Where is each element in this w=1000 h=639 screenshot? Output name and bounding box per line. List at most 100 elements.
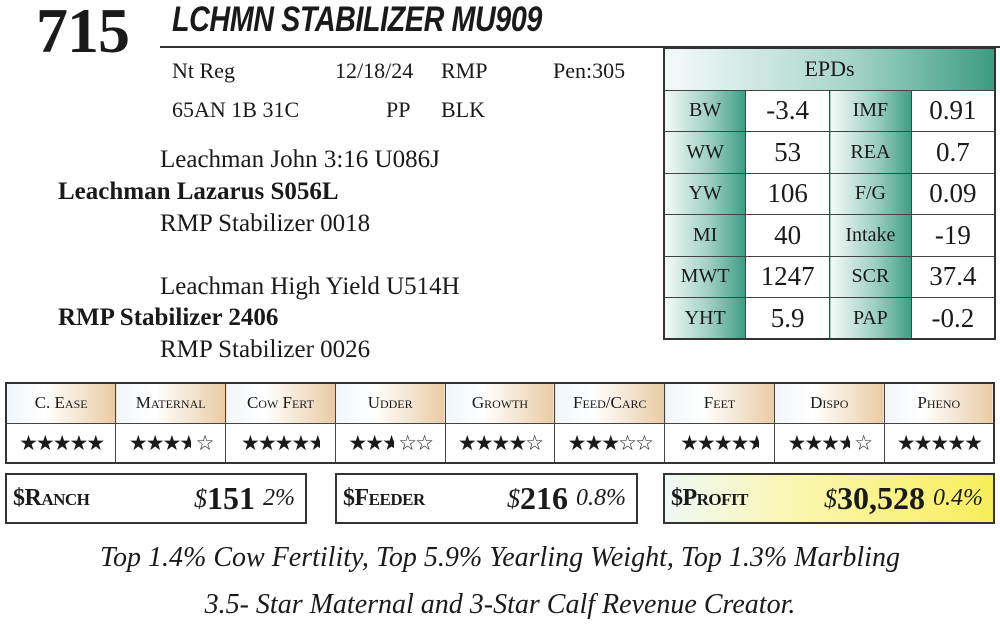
index-percentile: 2%: [263, 485, 295, 511]
epd-row: MWT 1247 SCR 37.4: [663, 255, 996, 298]
star-full-icon: ★: [680, 430, 699, 455]
star-full-icon: ★: [162, 430, 182, 455]
rating-stars: ★★★☆☆: [554, 422, 666, 464]
dam: RMP Stabilizer 2406: [58, 304, 279, 331]
ratings-table: C. Ease Maternal Cow Fert Udder Growth Feed/C…: [5, 382, 995, 464]
epd-value: 5.9: [745, 297, 831, 340]
dollar-sign: $: [507, 483, 520, 513]
star-full-icon: ★: [35, 430, 55, 455]
star-half-icon: ★: [747, 430, 759, 455]
color: BLK: [441, 97, 485, 122]
sire-sire: Leachman John 3:16 U086J: [160, 146, 440, 173]
star-full-icon: ★: [601, 430, 620, 455]
star-full-icon: ★: [584, 430, 604, 455]
star-full-icon: ★: [257, 430, 277, 455]
star-empty-icon: ☆: [854, 430, 873, 455]
epd-value: 37.4: [910, 255, 996, 298]
footer-line-1: Top 1.4% Cow Fertility, Top 5.9% Yearlin…: [100, 542, 900, 573]
header-divider: [160, 46, 1000, 48]
ranch-index-box: $Ranch $ 151 2%: [5, 473, 307, 524]
star-half-icon: ★: [837, 430, 850, 455]
rating-label: Dispo: [773, 382, 885, 424]
epd-row: WW 53 REA 0.7: [663, 131, 996, 174]
rating-stars: ★★★ ☆☆: [334, 422, 446, 464]
star-full-icon: ★: [291, 430, 310, 455]
star-half-icon: ★: [382, 430, 394, 455]
feeder-index-box: $Feeder $ 216 0.8%: [335, 473, 638, 524]
epd-label: MI: [663, 214, 747, 257]
epd-value: 0.09: [910, 172, 996, 215]
epd-label: SCR: [829, 255, 912, 298]
star-full-icon: ★: [730, 430, 750, 455]
epd-value: -19: [910, 214, 996, 257]
index-label: $Feeder: [343, 485, 425, 511]
star-full-icon: ★: [713, 430, 733, 455]
epd-label: BW: [663, 89, 747, 132]
epd-value: 40: [745, 214, 831, 257]
star-full-icon: ★: [821, 430, 840, 455]
epd-label: PAP: [829, 297, 912, 340]
sire: Leachman Lazarus S056L: [58, 178, 339, 205]
star-empty-icon: ☆: [618, 430, 637, 455]
star-full-icon: ★: [964, 430, 983, 455]
star-full-icon: ★: [491, 430, 511, 455]
star-empty-icon: ☆: [195, 430, 215, 455]
epd-table: EPDs BW -3.4 IMF 0.91 WW 53 REA 0.7 YW 106 F/G 0.09…: [663, 47, 996, 340]
star-empty-icon: ☆: [525, 430, 544, 455]
rating-stars: ★★★★ ☆: [115, 422, 227, 464]
lot-number: 715: [36, 0, 130, 66]
star-empty-icon: ☆: [415, 430, 434, 455]
registration: Nt Reg: [172, 58, 235, 83]
dam-sire: Leachman High Yield U514H: [160, 273, 460, 300]
index-value: 216: [520, 480, 568, 516]
dollar-sign: $: [824, 483, 837, 513]
rating-label: Feed/Carc: [554, 382, 666, 424]
epd-value: 0.7: [910, 131, 996, 174]
epd-value: -3.4: [745, 89, 831, 132]
star-full-icon: ★: [787, 430, 806, 455]
star-full-icon: ★: [567, 430, 587, 455]
rating-stars: ★★★★★: [664, 422, 775, 464]
epd-value: 106: [745, 172, 831, 215]
star-full-icon: ★: [508, 430, 527, 455]
epd-label: REA: [829, 131, 912, 174]
star-full-icon: ★: [241, 430, 260, 455]
epd-label: YHT: [663, 297, 747, 340]
rating-label: Growth: [444, 382, 556, 424]
rating-stars: ★★★★★: [225, 422, 336, 464]
rating-label: Maternal: [115, 382, 227, 424]
star-half-icon: ★: [308, 430, 320, 455]
index-label: $Ranch: [13, 485, 90, 511]
epd-label: YW: [663, 172, 747, 215]
rating-stars: ★★★★☆: [444, 422, 556, 464]
rating-label: Cow Fert: [225, 382, 336, 424]
birth-date: 12/18/24: [335, 58, 414, 83]
breeder: RMP: [441, 58, 488, 83]
sire-dam: RMP Stabilizer 0018: [160, 210, 371, 237]
star-full-icon: ★: [52, 430, 72, 455]
profit-index-box: $Profit $ 30,528 0.4%: [663, 473, 995, 524]
epd-label: Intake: [829, 214, 912, 257]
epd-value: 53: [745, 131, 831, 174]
star-full-icon: ★: [69, 430, 89, 455]
epd-title: EPDs: [663, 47, 996, 91]
star-full-icon: ★: [145, 430, 165, 455]
index-percentile: 0.4%: [933, 485, 983, 511]
star-full-icon: ★: [19, 430, 38, 455]
star-full-icon: ★: [804, 430, 823, 455]
star-full-icon: ★: [457, 430, 477, 455]
epd-row: YHT 5.9 PAP -0.2: [663, 297, 996, 340]
star-full-icon: ★: [474, 430, 494, 455]
star-full-icon: ★: [348, 430, 367, 455]
star-full-icon: ★: [913, 430, 933, 455]
star-full-icon: ★: [365, 430, 384, 455]
epd-label: F/G: [829, 172, 912, 215]
star-full-icon: ★: [86, 430, 105, 455]
star-full-icon: ★: [947, 430, 966, 455]
index-value: 151: [207, 480, 255, 516]
animal-name: LCHMN STABILIZER MU909: [172, 0, 542, 39]
star-full-icon: ★: [896, 430, 916, 455]
star-empty-icon: ☆: [398, 430, 417, 455]
pen: Pen:305: [553, 58, 626, 83]
star-full-icon: ★: [696, 430, 716, 455]
